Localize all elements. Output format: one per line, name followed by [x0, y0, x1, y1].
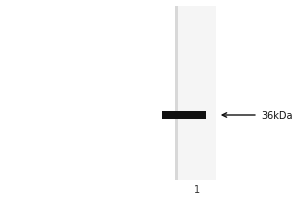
Bar [176, 6, 178, 180]
Bar [161, 111, 206, 119]
Bar [178, 6, 216, 180]
Text: 36kDa: 36kDa [261, 111, 292, 121]
Text: 1: 1 [194, 185, 200, 195]
